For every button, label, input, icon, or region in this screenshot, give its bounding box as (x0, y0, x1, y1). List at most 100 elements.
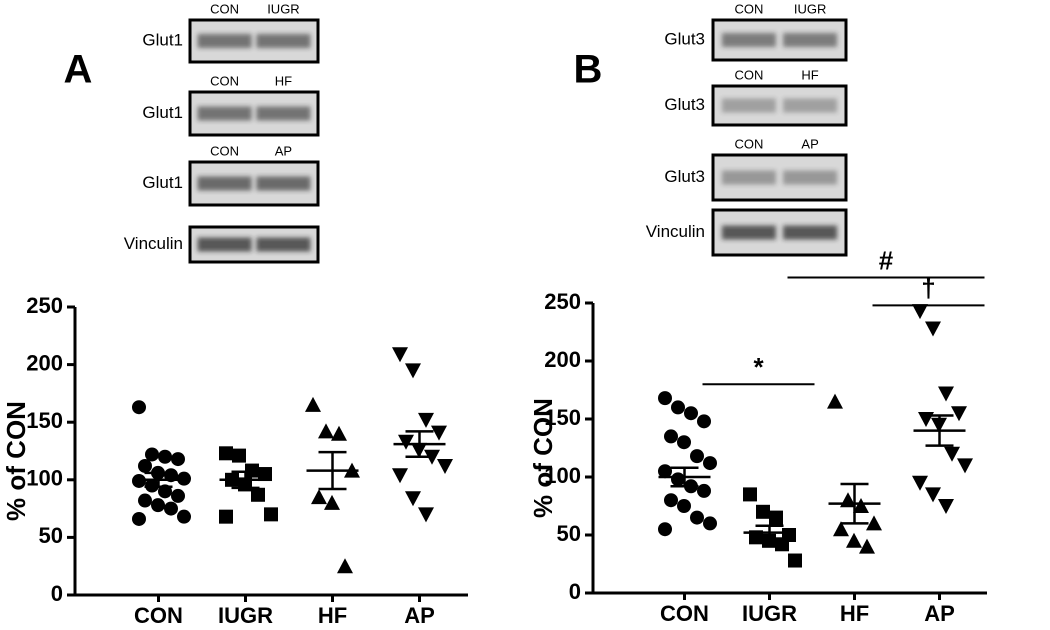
y-tick-label: 50 (39, 523, 63, 548)
point (251, 487, 265, 502)
point (398, 434, 414, 450)
lane-label: CON (210, 73, 239, 88)
blot-band (721, 98, 776, 113)
blot-label: Glut3 (664, 95, 705, 114)
blot-label: Glut3 (664, 29, 705, 48)
point (138, 493, 152, 508)
lane-label: AP (275, 143, 292, 158)
point (405, 363, 421, 379)
point (258, 467, 272, 482)
blot-band (256, 237, 311, 252)
point (664, 493, 678, 508)
point (833, 521, 849, 537)
x-tick-label: CON (134, 603, 183, 628)
point (925, 321, 941, 337)
point (769, 510, 783, 525)
x-tick-label: CON (660, 601, 709, 626)
point (132, 511, 146, 526)
annotation: # (879, 245, 894, 275)
point (938, 386, 954, 402)
lane-label: HF (801, 67, 818, 82)
blot-band (721, 33, 776, 47)
point (132, 400, 146, 415)
blot-label: Glut1 (142, 30, 183, 49)
annotation: † (921, 273, 935, 303)
y-tick-label: 150 (26, 408, 63, 433)
x-tick-label: AP (404, 603, 435, 628)
blot-band (783, 98, 838, 113)
point (703, 456, 717, 471)
y-tick-label: 100 (26, 466, 63, 491)
point (658, 464, 672, 479)
point (158, 449, 172, 464)
x-tick-label: IUGR (742, 601, 797, 626)
point (951, 406, 967, 422)
point (925, 487, 941, 503)
x-tick-label: IUGR (218, 603, 273, 628)
point (690, 449, 704, 464)
lane-label: HF (275, 73, 292, 88)
point (697, 483, 711, 498)
point (219, 446, 233, 461)
blot-band (197, 34, 252, 48)
point (311, 489, 327, 505)
lane-label: AP (801, 136, 818, 151)
y-tick-label: 100 (544, 463, 581, 488)
panel-label: B (574, 48, 603, 92)
point (677, 499, 691, 513)
point (164, 501, 178, 516)
point (324, 494, 340, 510)
point (331, 425, 347, 441)
point (743, 487, 757, 502)
y-tick-label: 250 (544, 289, 581, 314)
y-axis-label: % of CON (528, 398, 558, 518)
point (788, 553, 802, 568)
point (177, 509, 191, 524)
blot-band (197, 237, 252, 252)
point (658, 522, 672, 537)
point (171, 452, 185, 467)
y-tick-label: 200 (544, 347, 581, 372)
point (912, 475, 928, 491)
point (756, 504, 770, 519)
point (337, 558, 353, 574)
y-axis-label: % of CON (1, 401, 31, 521)
blot-label: Glut1 (142, 103, 183, 122)
lane-label: CON (210, 1, 239, 16)
point (392, 347, 408, 363)
lane-label: CON (734, 1, 763, 16)
blot-band (721, 225, 776, 240)
point (827, 393, 843, 409)
point (431, 425, 447, 441)
lane-label: IUGR (794, 1, 827, 16)
point (690, 510, 704, 525)
lane-label: IUGR (267, 1, 300, 16)
point (171, 488, 185, 503)
point (859, 538, 875, 554)
x-tick-label: HF (840, 601, 869, 626)
point (671, 472, 685, 487)
point (305, 396, 321, 412)
point (219, 509, 233, 524)
point (846, 532, 862, 548)
blot-label: Vinculin (124, 234, 183, 253)
point (944, 446, 960, 462)
point (664, 429, 678, 444)
point (392, 468, 408, 484)
point (671, 400, 685, 415)
blot-band (783, 33, 838, 47)
y-tick-label: 200 (26, 350, 63, 375)
y-tick-label: 250 (26, 293, 63, 318)
point (318, 423, 334, 439)
blot-label: Vinculin (646, 222, 705, 241)
point (853, 498, 869, 513)
blot-band (783, 170, 838, 185)
blot-band (197, 106, 252, 121)
y-tick-label: 150 (544, 405, 581, 430)
blot-label: Glut1 (142, 173, 183, 192)
blot-band (256, 176, 311, 191)
point (918, 412, 934, 427)
point (405, 491, 421, 507)
lane-label: CON (734, 67, 763, 82)
